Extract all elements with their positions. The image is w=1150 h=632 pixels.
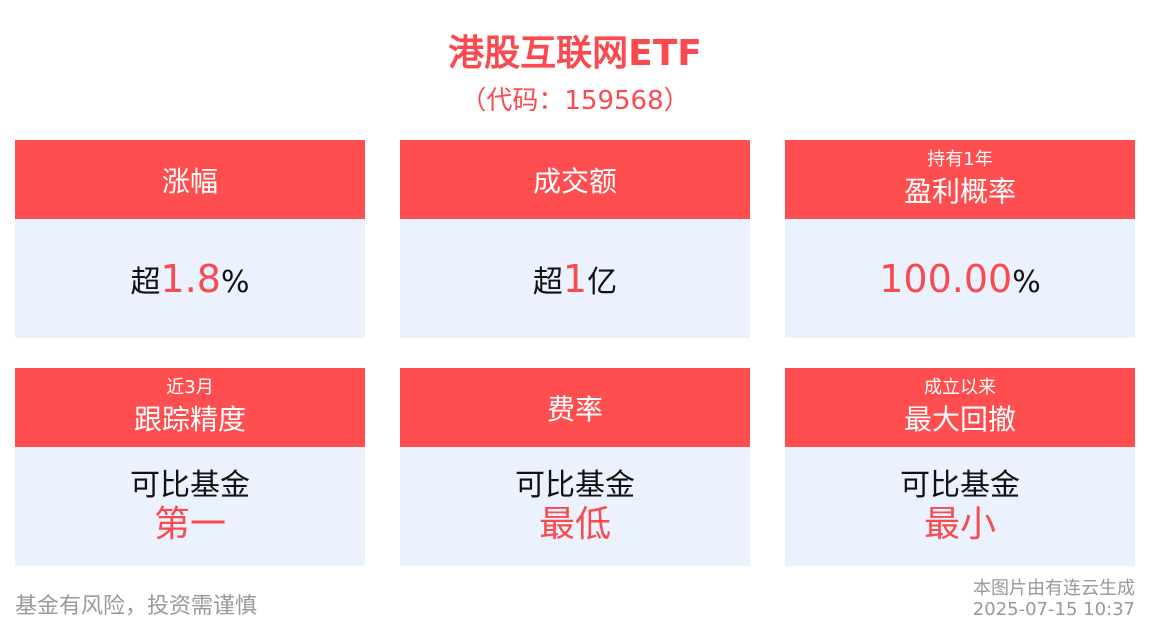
card-line2: 最小 [923,503,996,545]
card-value: 超1.8% [130,256,250,301]
card-line1: 可比基金 [130,467,250,503]
card-sublabel: 近3月 [166,376,214,398]
card-fee: 费率 可比基金 最低 [400,368,750,566]
card-gain: 涨幅 超1.8% [15,140,365,338]
card-label: 成交额 [532,164,617,198]
card-line2: 第一 [153,503,226,545]
card-label: 费率 [546,392,603,426]
page-title: 港股互联网ETF [448,33,702,74]
card-sublabel: 持有1年 [927,148,993,170]
fund-code: （代码：159568） [460,86,690,116]
card-label: 最大回撤 [903,402,1016,436]
card-turnover: 成交额 超1亿 [400,140,750,338]
card-line1: 可比基金 [515,467,635,503]
card-tracking: 近3月跟踪精度 可比基金 第一 [15,368,365,566]
card-line1: 可比基金 [900,467,1020,503]
card-value: 100.00% [879,256,1041,301]
risk-disclaimer: 基金有风险，投资需谨慎 [15,594,258,619]
card-label: 跟踪精度 [133,402,246,436]
card-drawdown: 成立以来最大回撤 可比基金 最小 [785,368,1135,566]
card-sublabel: 成立以来 [924,376,996,398]
card-label: 盈利概率 [903,174,1016,208]
generated-note: 本图片由有连云生成 2025-07-15 10:37 [972,578,1135,620]
card-label: 涨幅 [161,164,218,198]
card-line2: 最低 [538,503,611,545]
timestamp: 2025-07-15 10:37 [972,599,1135,620]
card-profit-probability: 持有1年盈利概率 100.00% [785,140,1135,338]
card-value: 超1亿 [532,256,618,301]
